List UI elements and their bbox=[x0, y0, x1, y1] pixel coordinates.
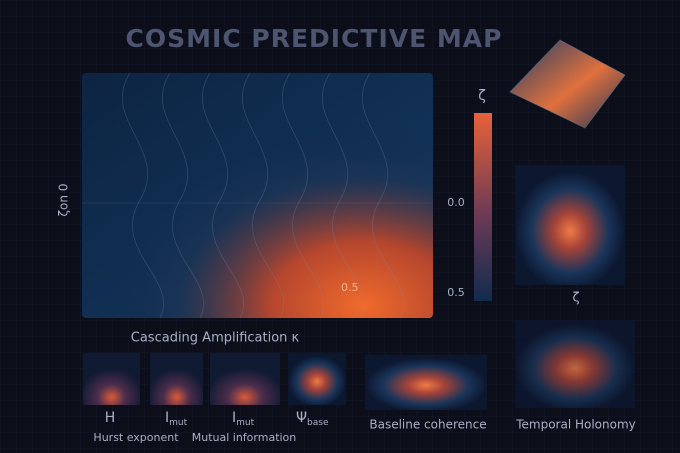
side-heatmap bbox=[515, 320, 635, 408]
title: COSMIC PREDICTIVE MAP bbox=[126, 24, 503, 53]
panel-caption: Hurst exponent bbox=[93, 431, 179, 444]
mini-panel bbox=[150, 353, 203, 405]
symbol: I bbox=[232, 410, 236, 426]
symbol: I bbox=[165, 410, 169, 426]
panel-symbol: Imut bbox=[165, 410, 188, 428]
panel-symbol: Imut bbox=[232, 410, 255, 428]
subscript: mut bbox=[236, 418, 254, 428]
panel-symbol: H bbox=[105, 410, 116, 426]
side-caption: Temporal Holonomy bbox=[515, 418, 636, 432]
mini-panel bbox=[288, 353, 346, 405]
colorbar-tick: 0.0 bbox=[447, 196, 465, 209]
baseline-caption: Baseline coherence bbox=[369, 418, 486, 432]
mini-panel bbox=[83, 353, 140, 405]
side-heatmap bbox=[515, 165, 625, 285]
colorbar-gradient bbox=[474, 113, 492, 301]
panel-symbol: Ψbase bbox=[296, 410, 329, 428]
contour-label: 0.5 bbox=[341, 281, 359, 294]
mini-panel bbox=[210, 353, 280, 405]
y-axis-label: ζon 0 bbox=[57, 184, 71, 217]
subscript: mut bbox=[169, 418, 187, 428]
x-axis-label: Cascading Amplification κ bbox=[131, 331, 300, 346]
subscript: base bbox=[307, 418, 329, 428]
map-hotspot bbox=[82, 73, 433, 318]
panel-caption: Mutual information bbox=[192, 431, 297, 444]
colorbar: ζ 0.0 0.5 bbox=[447, 88, 492, 301]
symbol: Ψ bbox=[296, 410, 307, 426]
colorbar-title: ζ bbox=[478, 88, 486, 104]
surface-3d bbox=[509, 39, 626, 129]
side-label: ζ bbox=[572, 291, 579, 306]
contours bbox=[82, 72, 433, 319]
baseline-panel bbox=[365, 355, 487, 410]
main-map: 0.5 bbox=[82, 72, 433, 319]
colorbar-tick: 0.5 bbox=[447, 286, 465, 299]
